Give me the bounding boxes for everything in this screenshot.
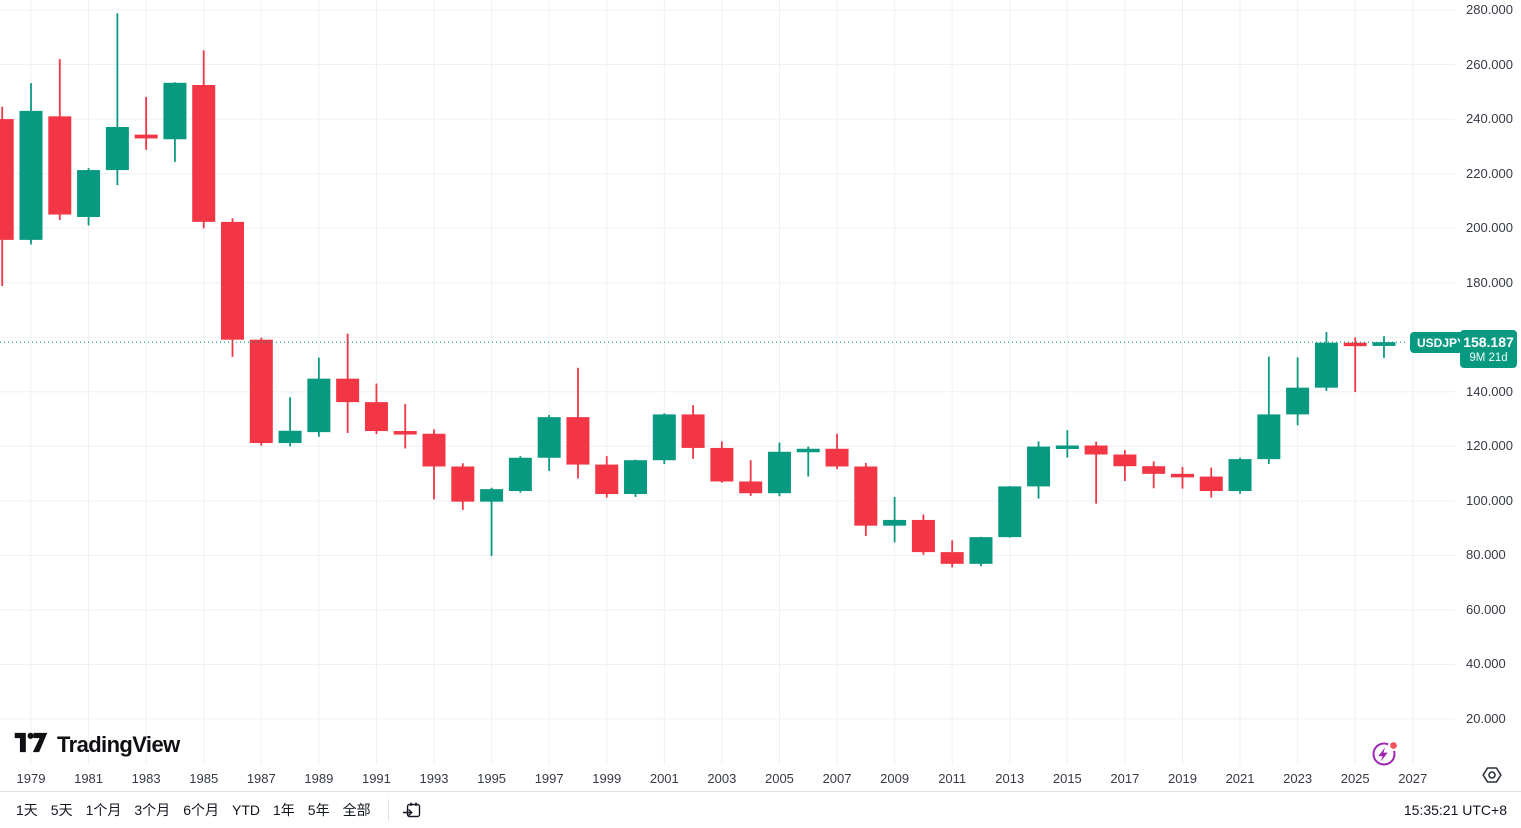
clock-timezone[interactable]: 15:35:21 UTC+8 <box>1403 802 1507 818</box>
time-scale-label: 2021 <box>1225 771 1255 786</box>
price-scale-label: 220.000 <box>1466 165 1513 181</box>
range-button-1m[interactable]: 1个月 <box>85 802 122 818</box>
lightning-icon <box>1378 747 1388 762</box>
time-scale-label: 1983 <box>131 771 161 786</box>
time-scale-label: 2023 <box>1283 771 1313 786</box>
range-button-ytd[interactable]: YTD <box>231 802 260 818</box>
time-scale-label: 1995 <box>477 771 507 786</box>
time-scale-label: 1979 <box>16 771 46 786</box>
tradingview-logo[interactable]: TradingView <box>14 730 180 760</box>
price-scale-label: 120.000 <box>1466 438 1513 454</box>
range-button-6m[interactable]: 6个月 <box>183 802 219 818</box>
price-scale-label: 280.000 <box>1466 2 1513 17</box>
time-scale-label: 2003 <box>707 771 737 786</box>
time-scale-label: 1981 <box>74 771 104 786</box>
time-scale-label: 1999 <box>592 771 622 786</box>
price-scale-label: 140.000 <box>1466 383 1513 399</box>
time-scale-label: 2015 <box>1052 771 1082 786</box>
time-scale-label: 1989 <box>304 771 334 786</box>
price-scale-label: 20.000 <box>1466 710 1506 726</box>
symbol-name-flag: USDJPY <box>1410 332 1473 353</box>
grid-lines <box>0 0 1455 765</box>
symbol-name-label: USDJPY <box>1417 335 1466 350</box>
time-scale-label: 2007 <box>822 771 852 786</box>
range-button-all[interactable]: 全部 <box>342 802 371 818</box>
range-button-5d[interactable]: 5天 <box>50 802 73 818</box>
time-scale-label: 2001 <box>649 771 679 786</box>
time-scale-label: 1993 <box>419 771 449 786</box>
price-scale-label: 180.000 <box>1466 274 1513 290</box>
time-scale-label: 2017 <box>1110 771 1140 786</box>
flash-boost-button[interactable] <box>1369 737 1403 769</box>
price-scale-label: 40.000 <box>1466 656 1506 672</box>
candlestick-series <box>0 13 1396 568</box>
last-price-flag: 158.187 9M 21d <box>1460 330 1517 368</box>
range-button-1d[interactable]: 1天 <box>16 802 38 818</box>
price-scale-label: 100.000 <box>1466 492 1513 508</box>
time-scale-label: 1987 <box>246 771 276 786</box>
time-scale-label: 2027 <box>1398 771 1428 786</box>
range-button-1y[interactable]: 1年 <box>272 802 295 818</box>
tradingview-logo-text: TradingView <box>57 732 180 757</box>
toolbar-divider <box>387 799 389 821</box>
tradingview-logo-icon <box>14 730 48 760</box>
time-scale-label: 2013 <box>995 771 1025 786</box>
go-to-date-icon[interactable] <box>401 799 423 821</box>
range-button-3m[interactable]: 3个月 <box>134 802 171 818</box>
time-scale-label: 2009 <box>880 771 910 786</box>
range-button-5y[interactable]: 5年 <box>307 802 330 818</box>
range-toolbar: 1天 5天 1个月 3个月 6个月 YTD 1年 5年 全部 15:35:21 … <box>0 791 1521 828</box>
price-scale-label: 80.000 <box>1466 547 1506 563</box>
notification-dot <box>1388 740 1399 751</box>
time-scale-label: 1985 <box>189 771 219 786</box>
bar-close-countdown: 9M 21d <box>1469 351 1508 364</box>
price-scale-label: 60.000 <box>1466 601 1506 617</box>
time-scale-label: 2019 <box>1168 771 1197 786</box>
scale-settings-icon[interactable] <box>1481 764 1503 786</box>
time-scale-label: 1997 <box>534 771 564 786</box>
price-scale-label: 200.000 <box>1466 220 1513 236</box>
time-scale-label: 2025 <box>1340 771 1370 786</box>
time-scale-label: 2011 <box>938 771 967 786</box>
price-scale-label: 260.000 <box>1466 56 1513 72</box>
last-price-value: 158.187 <box>1463 333 1514 350</box>
time-scale-label: 1991 <box>361 771 391 786</box>
time-scale-label: 2005 <box>764 771 794 786</box>
price-scale-label: 240.000 <box>1466 111 1513 127</box>
